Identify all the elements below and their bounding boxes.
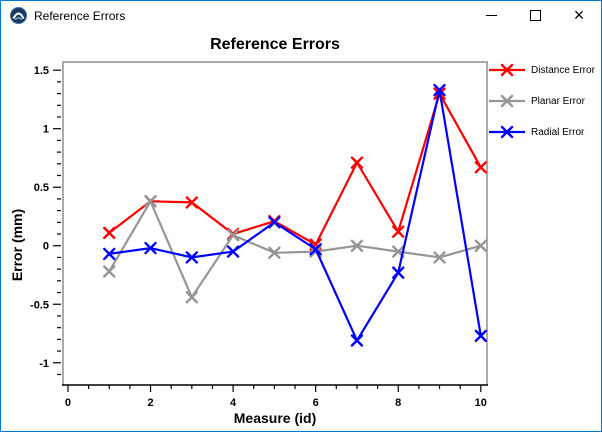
chart-area: 0 2 4 6 8 10 -1 -0.5 0 0.5 1 1.5 Reference Errors E… [1, 30, 601, 431]
plot-frame [62, 61, 488, 385]
data-point-marker [350, 239, 364, 252]
data-point-marker [103, 247, 116, 261]
x-tick-label: 8 [395, 397, 401, 409]
legend-label: Radial Error [531, 126, 585, 138]
window-title: Reference Errors [34, 8, 126, 23]
x-tick-label: 2 [147, 397, 153, 409]
legend-entry-distance-error: Distance Error [488, 62, 595, 78]
data-point-marker [226, 245, 240, 258]
maximize-icon [529, 10, 541, 21]
data-point-marker [103, 226, 116, 240]
data-point-marker [144, 241, 157, 255]
chart-title: Reference Errors [210, 36, 340, 53]
data-point-marker [474, 329, 488, 343]
data-point-marker [350, 156, 364, 169]
app-logo-icon [10, 7, 27, 24]
minimize-button[interactable] [469, 1, 513, 30]
data-point-marker [185, 196, 199, 209]
minimize-icon [485, 15, 497, 16]
close-icon: × [573, 4, 585, 25]
y-tick-label: -0.5 [30, 299, 49, 311]
data-point-marker [185, 291, 199, 304]
legend-label: Planar Error [531, 95, 585, 107]
data-point-marker [268, 246, 281, 259]
series-line-planar-error [108, 198, 482, 300]
x-tick-label: 0 [65, 397, 71, 409]
series-line-distance-error [108, 90, 482, 247]
data-point-marker [226, 229, 240, 242]
y-tick-label: 1 [43, 124, 49, 136]
y-tick-label: -1 [39, 358, 49, 370]
x-axis-label: Measure (id) [233, 410, 317, 426]
data-point-marker [185, 251, 199, 264]
x-tick-label: 10 [475, 397, 487, 409]
data-point-marker [433, 251, 446, 264]
legend-line-sample [489, 94, 525, 108]
y-tick-label: 1.5 [34, 65, 49, 77]
data-point-marker [350, 334, 364, 347]
titlebar[interactable]: Reference Errors × [1, 1, 601, 30]
data-point-marker [392, 266, 405, 279]
legend-entry-planar-error: Planar Error [488, 93, 595, 109]
y-axis-label: Error (mm) [9, 208, 25, 282]
data-point-marker [392, 225, 405, 238]
legend: Distance Error Planar Error Radial Error [488, 62, 595, 140]
legend-line-sample [489, 63, 525, 77]
series-line-radial-error [109, 89, 482, 343]
close-button[interactable]: × [557, 1, 601, 30]
data-point-marker [144, 195, 157, 208]
plot-canvas: 0 2 4 6 8 10 -1 -0.5 0 0.5 1 1.5 [30, 61, 488, 409]
y-tick-label: 0.5 [34, 182, 49, 194]
x-tick-label: 4 [230, 397, 237, 409]
legend-label: Distance Error [531, 64, 595, 76]
data-point-marker [103, 265, 116, 278]
legend-entry-radial-error: Radial Error [488, 124, 595, 140]
data-point-marker [433, 83, 446, 97]
data-point-marker [474, 239, 488, 252]
x-tick-label: 6 [313, 397, 319, 409]
maximize-button[interactable] [513, 1, 557, 30]
data-point-marker [268, 216, 281, 229]
legend-line-sample [489, 125, 525, 139]
data-point-marker [474, 161, 488, 174]
y-tick-label: 0 [43, 241, 49, 253]
data-point-marker [309, 243, 322, 256]
